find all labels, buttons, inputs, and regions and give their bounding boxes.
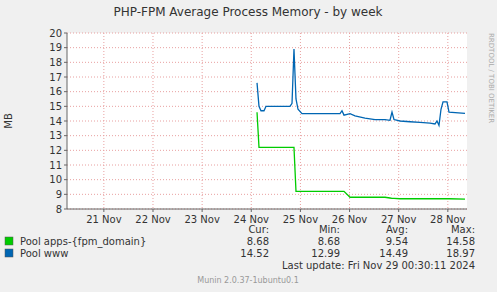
x-tick-label: 22 Nov: [135, 214, 171, 225]
legend-label: Pool apps-{fpm_domain}: [20, 236, 146, 248]
legend-value: 14.58: [446, 236, 475, 247]
series-group: [257, 49, 465, 199]
chart: PHP-FPM Average Process Memory - by week…: [0, 0, 497, 292]
footer: Munin 2.0.37-1ubuntu0.1: [197, 276, 299, 285]
y-tick-label: 12: [49, 145, 62, 156]
y-axis-label: MB: [3, 113, 14, 129]
x-axis: [67, 209, 467, 210]
grid-line: [67, 77, 467, 78]
y-tick-label: 13: [49, 130, 62, 141]
legend-value: 9.54: [386, 236, 408, 247]
plot-area: [67, 33, 467, 209]
y-tick-label: 17: [49, 72, 62, 83]
legend-swatch: [5, 249, 13, 257]
grid-line: [349, 33, 350, 209]
background: [0, 0, 497, 292]
legend-value: 8.68: [247, 236, 269, 247]
y-tick-label: 8: [56, 204, 62, 215]
watermark: RRDTOOL / TOBI OETIKER: [487, 33, 495, 123]
legend-value: 18.97: [446, 248, 475, 259]
grid-line: [67, 33, 467, 34]
legend-label: Pool www: [20, 248, 68, 259]
legend-header: Max:: [451, 224, 475, 235]
y-tick-label: 16: [49, 86, 62, 97]
legend-value: 8.68: [318, 236, 340, 247]
grid-line: [152, 33, 153, 209]
legend-header: Cur:: [248, 224, 269, 235]
grid-line: [67, 47, 467, 48]
grid-line: [67, 209, 467, 210]
grid-line: [67, 165, 467, 166]
legend-value: 12.99: [311, 248, 340, 259]
legend-value: 14.49: [379, 248, 408, 259]
grid-line: [251, 33, 252, 209]
grid-line: [67, 135, 467, 136]
x-tick-label: 23 Nov: [184, 214, 220, 225]
legend-value: 14.52: [240, 248, 269, 259]
y-tick-label: 19: [49, 42, 62, 53]
last-update: Last update: Fri Nov 29 00:30:11 2024: [282, 260, 475, 271]
series-line: [257, 112, 465, 199]
grid-line: [67, 194, 467, 195]
y-axis: [67, 33, 68, 209]
grid-line: [67, 179, 467, 180]
title: PHP-FPM Average Process Memory - by week: [113, 5, 382, 19]
grid-line: [447, 33, 448, 209]
series-line: [257, 49, 465, 125]
grid-line: [202, 33, 203, 209]
y-tick-label: 20: [49, 28, 62, 39]
y-tick-label: 11: [49, 160, 62, 171]
x-tick-label: 25 Nov: [283, 214, 319, 225]
x-tick-label: 21 Nov: [86, 214, 122, 225]
grid-line: [67, 91, 467, 92]
legend-swatch: [5, 237, 13, 245]
y-tick-label: 18: [49, 57, 62, 68]
y-tick-label: 10: [49, 174, 62, 185]
grid-line: [67, 62, 467, 63]
grid-line: [300, 33, 301, 209]
grid-line: [103, 33, 104, 209]
legend-header: Avg:: [386, 224, 408, 235]
y-tick-label: 15: [49, 101, 62, 112]
legend-header: Min:: [319, 224, 340, 235]
y-tick-label: 14: [49, 116, 62, 127]
grid-line: [67, 150, 467, 151]
y-tick-label: 9: [56, 189, 62, 200]
